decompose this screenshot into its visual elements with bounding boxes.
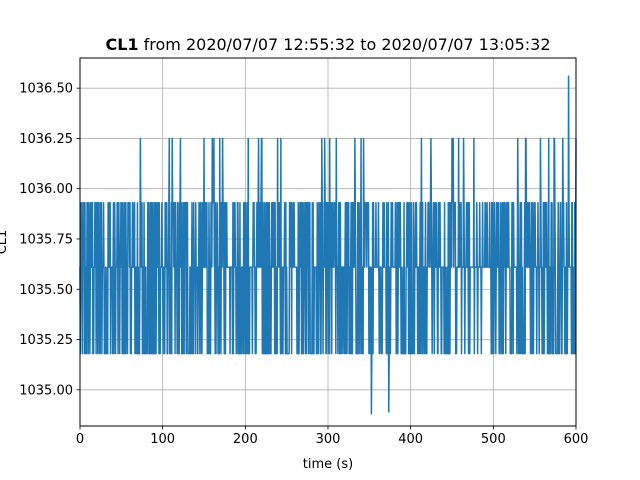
- x-tick-label: 500: [481, 432, 506, 447]
- y-axis-label: CL1: [0, 230, 10, 255]
- chart-title: CL1 from 2020/07/07 12:55:32 to 2020/07/…: [105, 35, 550, 54]
- x-axis: 0 100 200 300 400 500 600: [76, 426, 589, 447]
- y-tick-label: 1035.75: [19, 232, 73, 247]
- x-tick-label: 600: [564, 432, 589, 447]
- x-tick-label: 400: [398, 432, 423, 447]
- y-tick-label: 1036.50: [19, 82, 73, 97]
- series-line: [79, 75, 577, 415]
- x-tick-label: 200: [233, 432, 258, 447]
- y-tick-label: 1036.00: [19, 182, 73, 197]
- chart-title-rest: from 2020/07/07 12:55:32 to 2020/07/07 1…: [139, 35, 551, 54]
- x-tick-label: 100: [150, 432, 175, 447]
- y-tick-label: 1035.25: [19, 333, 73, 348]
- x-tick-label: 300: [316, 432, 341, 447]
- y-tick-label: 1035.00: [19, 383, 73, 398]
- x-axis-label: time (s): [303, 457, 353, 472]
- y-tick-label: 1035.50: [19, 283, 73, 298]
- chart-title-bold: CL1: [105, 35, 138, 54]
- series-layer: [79, 75, 577, 415]
- x-tick-label: 0: [76, 432, 84, 447]
- y-tick-label: 1036.25: [19, 132, 73, 147]
- y-axis: 1035.00 1035.25 1035.50 1035.75 1036.00 1036.…: [19, 82, 80, 398]
